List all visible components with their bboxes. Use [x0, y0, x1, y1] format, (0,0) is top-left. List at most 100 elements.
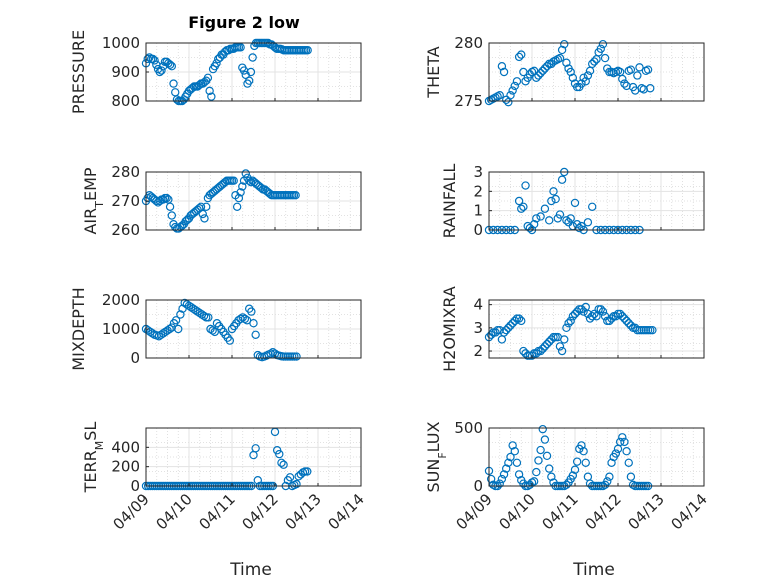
x-tick-label: 04/11 [539, 490, 582, 533]
data-point [588, 59, 597, 69]
data-point [615, 437, 625, 447]
data-point [186, 303, 196, 312]
data-point [536, 68, 545, 78]
data-point [486, 330, 496, 339]
axes-background [489, 172, 704, 230]
data-point [622, 316, 631, 326]
data-point [536, 212, 545, 221]
data-point [529, 219, 539, 229]
data-point [244, 176, 254, 185]
axes-frame [145, 427, 362, 487]
data-point [198, 209, 207, 219]
data-point [504, 323, 513, 333]
data-point [596, 305, 606, 314]
data-point [562, 323, 571, 333]
data-point [504, 458, 513, 467]
data-point [547, 196, 556, 206]
data-point [598, 307, 608, 316]
data-point [603, 477, 612, 486]
y-tick-label: 1 [473, 202, 483, 220]
data-point [643, 65, 653, 74]
data-point [566, 316, 575, 326]
data-point [292, 479, 301, 489]
data-point [176, 310, 185, 319]
data-point [646, 84, 655, 93]
data-point [184, 301, 194, 310]
data-point [508, 441, 517, 450]
axes-frame [488, 299, 705, 359]
y-tick-label: 260 [111, 221, 140, 239]
data-point [167, 211, 176, 220]
data-point [605, 316, 614, 326]
data-point [532, 349, 541, 358]
data-point [200, 214, 209, 223]
axes-frame [488, 171, 705, 231]
y-axis-label: TERRMSL [81, 422, 106, 494]
subplot-air-temp: 260 270 280 AIRTEMP [81, 163, 362, 239]
data-point [639, 85, 649, 94]
y-tick-label: 1000 [102, 34, 140, 52]
data-point [545, 337, 554, 346]
data-point [180, 298, 189, 308]
y-tick-label: 280 [454, 34, 483, 52]
data-point [635, 63, 644, 72]
data-point [545, 464, 554, 473]
data-point [150, 56, 159, 65]
subplot-pressure: 800 900 1000 PRESSURE [69, 30, 362, 114]
data-point [566, 214, 575, 223]
data-point [508, 86, 517, 95]
y-tick-label: 800 [111, 92, 140, 110]
axes-background [489, 43, 704, 101]
data-point [161, 327, 170, 337]
data-point [542, 339, 552, 349]
data-point [497, 474, 507, 484]
data-point [499, 67, 509, 77]
data-point [502, 464, 511, 473]
data-point [555, 342, 565, 351]
data-point [499, 470, 509, 479]
data-point [157, 66, 166, 75]
data-point [626, 321, 636, 330]
data-point [495, 479, 504, 488]
data-point [510, 447, 519, 456]
y-tick-label: 400 [111, 438, 140, 456]
data-point [517, 316, 526, 326]
data-point [497, 61, 507, 71]
x-tick-label: 04/13 [625, 490, 668, 533]
data-point [538, 424, 547, 434]
data-point [506, 321, 515, 330]
data-point [512, 458, 522, 467]
data-point [491, 328, 500, 337]
y-tick-label: 2 [473, 182, 483, 200]
y-tick-label: 1000 [102, 320, 140, 338]
data-point [195, 308, 204, 318]
data-point [249, 319, 258, 328]
data-point [277, 458, 286, 467]
subplot-theta: 275 280 THETA [424, 34, 705, 110]
data-point [611, 312, 621, 321]
data-point [253, 476, 262, 485]
data-point [557, 175, 567, 184]
data-point [536, 346, 545, 356]
data-point [555, 210, 565, 219]
subplot-sun-flux: 0 500 04/09 04/10 04/11 04/12 04/13 04/14 SUNFLU… [424, 419, 711, 533]
data-point [572, 307, 582, 316]
data-point [564, 319, 573, 328]
data-point [165, 60, 175, 69]
data-point [607, 458, 616, 467]
data-point [527, 351, 537, 360]
data-point [555, 53, 565, 63]
data-point [191, 305, 200, 315]
y-axis-label: SUNFLUX [424, 421, 449, 492]
y-axis-label: H2OMIXRA [440, 286, 459, 372]
data-point [540, 64, 550, 73]
data-point [208, 326, 217, 335]
data-point [598, 39, 608, 49]
data-point [486, 474, 496, 484]
x-tick-label: 04/12 [582, 490, 625, 533]
data-point [583, 218, 593, 227]
data-point [590, 57, 599, 66]
data-point [588, 312, 597, 321]
data-point [622, 447, 631, 456]
